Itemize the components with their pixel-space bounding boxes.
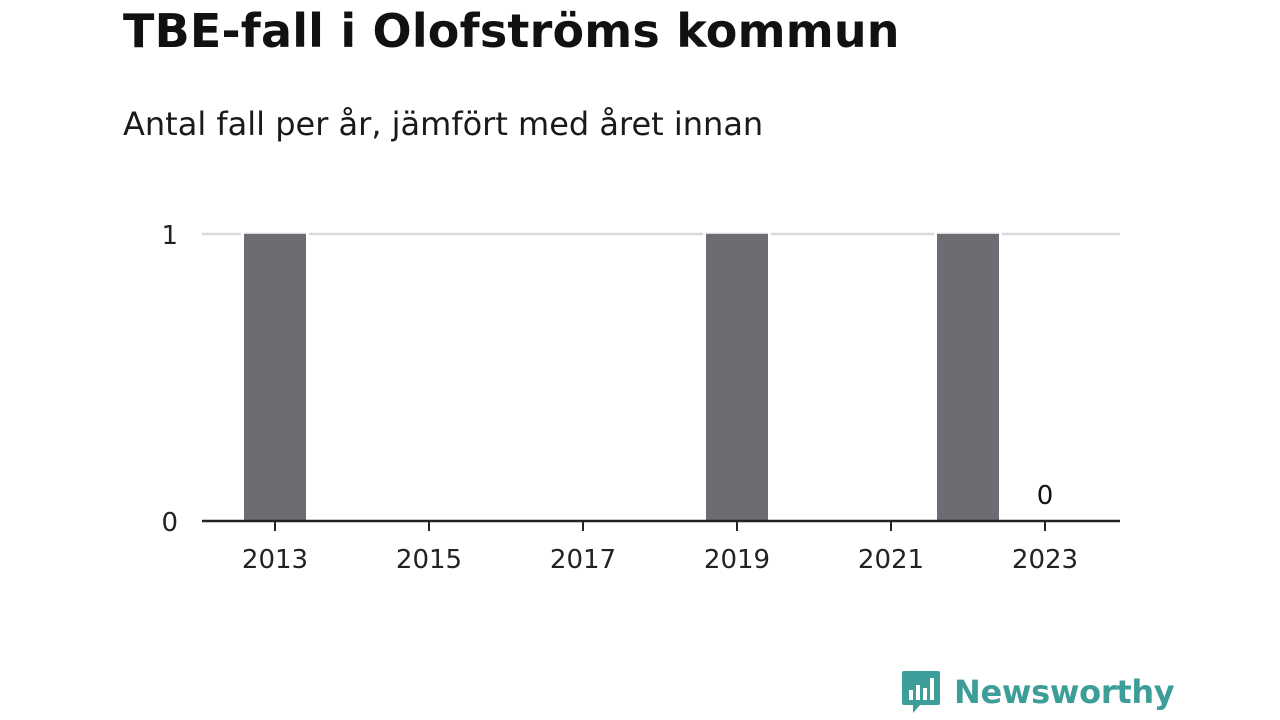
bar-gap-2019-R xyxy=(768,231,771,237)
brand-name: Newsworthy xyxy=(954,673,1175,711)
x-tick-label-2017: 2017 xyxy=(550,545,616,575)
bar-gap-2019-L xyxy=(703,231,706,237)
chart-subtitle: Antal fall per år, jämfört med året inna… xyxy=(123,105,764,143)
x-tick-label-2023: 2023 xyxy=(1012,545,1078,575)
bar-gap-2013-L xyxy=(241,231,244,237)
bars xyxy=(241,231,1002,521)
newsworthy-logo-icon xyxy=(902,671,940,713)
axes xyxy=(202,519,1120,531)
y-tick-label-0: 0 xyxy=(161,508,178,538)
labels: 2013 2015 2017 2019 2021 2023 0 1 0 xyxy=(161,221,1078,575)
bar-chart: 2013 2015 2017 2019 2021 2023 0 1 0 xyxy=(161,221,1120,575)
x-tick-label-2019: 2019 xyxy=(704,545,770,575)
y-tick-label-1: 1 xyxy=(161,221,178,251)
bar-gap-2022-R xyxy=(999,231,1002,237)
bar-2019 xyxy=(706,234,768,521)
x-tick-label-2015: 2015 xyxy=(396,545,462,575)
bar-2022 xyxy=(937,234,999,521)
data-label-2023: 0 xyxy=(1037,481,1054,511)
bar-gap-2022-L xyxy=(934,231,937,237)
x-tick-label-2021: 2021 xyxy=(858,545,924,575)
bar-gap-2013-R xyxy=(306,231,309,237)
brand-logo: Newsworthy xyxy=(900,670,1175,714)
chart-title: TBE-fall i Olofströms kommun xyxy=(123,4,900,58)
bar-2013 xyxy=(244,234,306,521)
x-tick-label-2013: 2013 xyxy=(242,545,308,575)
